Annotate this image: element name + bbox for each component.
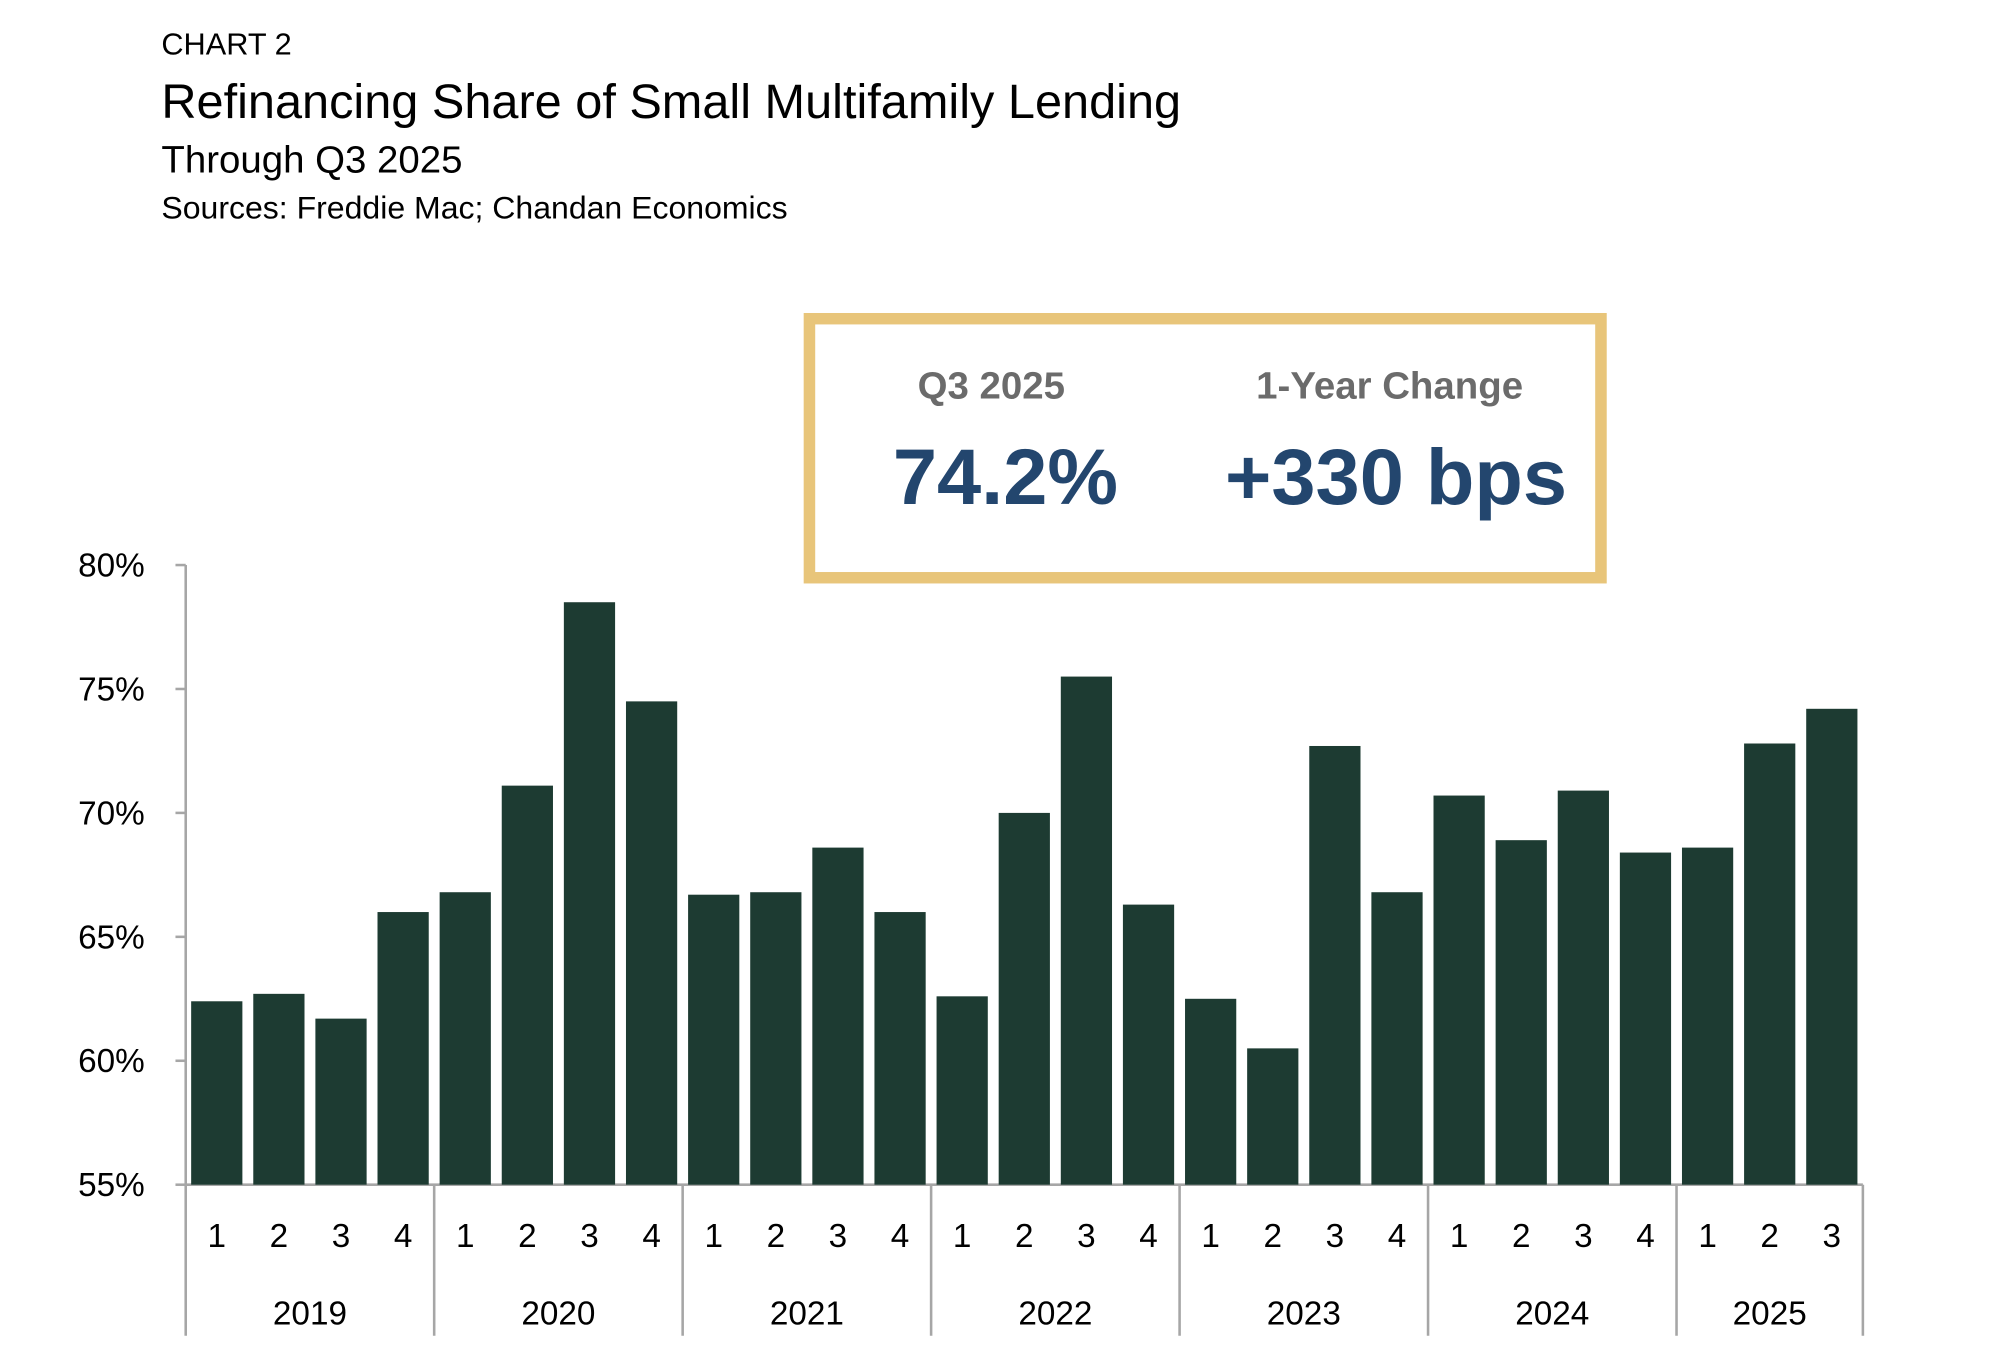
quarter-label: 1 [1201,1218,1220,1255]
bar-2022-q1: 2022 Q1: 62.6% [936,996,988,1185]
bar-2022-q3: 2022 Q3: 75.5% [1060,676,1113,1185]
quarter-label: 1 [456,1218,475,1255]
bar-2021-q3: 2021 Q3: 68.6% [812,847,864,1185]
quarter-label: 2 [270,1218,289,1255]
bar-2019-q1: 2019 Q1: 62.4% [191,1001,243,1185]
quarter-label: 4 [1388,1218,1407,1255]
kpi-right-value: +330 bps [1225,432,1567,521]
bar-2020-q4: 2020 Q4: 74.5% [625,701,678,1185]
bar-2024-q1: 2024 Q1: 70.7% [1433,795,1485,1185]
year-label: 2022 [1018,1295,1092,1332]
bar-2024-q3: 2024 Q3: 70.9% [1557,790,1609,1185]
bar-2024-q2: 2024 Q2: 68.9% [1495,840,1547,1185]
quarter-label: 1 [704,1218,723,1255]
y-tick-label: 70% [78,795,145,832]
y-tick-label: 80% [78,548,145,585]
y-tick-label: 60% [78,1043,145,1080]
quarter-label: 1 [1450,1218,1469,1255]
year-label: 2024 [1515,1295,1589,1332]
bar-2023-q3: 2023 Q3: 72.7% [1309,745,1361,1185]
bars: 2019 Q1: 62.4%2019 Q2: 62.7%2019 Q3: 61.… [191,602,1858,1185]
kpi-right-label: 1-Year Change [1256,365,1523,408]
quarter-label: 3 [829,1218,848,1255]
bar-2019-q4: 2019 Q4: 66% [377,912,429,1185]
quarter-label: 2 [1760,1218,1779,1255]
quarter-label: 2 [518,1218,537,1255]
kpi-box: Q3 2025 74.2% 1-Year Change +330 bps [803,312,1607,584]
year-label: 2020 [521,1295,595,1332]
quarter-label: 1 [208,1218,227,1255]
bar-2023-q1: 2023 Q1: 62.5% [1185,998,1237,1185]
bar-2022-q2: 2022 Q2: 70% [998,812,1050,1185]
bar-2021-q4: 2021 Q4: 66% [874,912,926,1185]
quarter-label: 4 [1139,1218,1158,1255]
quarter-label: 4 [642,1218,661,1255]
year-label: 2025 [1733,1295,1807,1332]
bar-2023-q4: 2023 Q4: 66.8% [1371,892,1423,1185]
y-tick-label: 55% [78,1167,145,1204]
quarter-label: 4 [394,1218,413,1255]
kpi-left-label: Q3 2025 [918,365,1065,408]
quarter-label: 4 [1636,1218,1655,1255]
quarter-label: 3 [580,1218,599,1255]
bar-2025-q3: 2025 Q3: 74.2% [1806,708,1858,1185]
kpi-left-value: 74.2% [893,432,1118,521]
quarter-label: 3 [332,1218,351,1255]
quarter-label: 2 [1264,1218,1283,1255]
quarter-label: 1 [1698,1218,1717,1255]
quarter-label: 2 [1015,1218,1034,1255]
y-tick-label: 75% [78,672,145,709]
kpi-border [803,312,1607,584]
bar-2020-q3: 2020 Q3: 78.5% [563,602,616,1185]
x-axis-labels: 1 2 3 4 2019 1 2 3 4 2020 1 2 3 4 2021 1 2 3 4 2022 1 2 3 4 2023… [208,1218,1842,1332]
quarter-label: 3 [1574,1218,1593,1255]
bar-2020-q1: 2020 Q1: 66.8% [439,892,491,1185]
bar-2023-q2: 2023 Q2: 60.5% [1247,1048,1299,1185]
chart-subtitle: Through Q3 2025 [161,139,462,182]
bar-2025-q1: 2025 Q1: 68.6% [1681,847,1734,1185]
chart-sources: Sources: Freddie Mac; Chandan Economics [161,190,787,226]
bar-2024-q4: 2024 Q4: 68.4% [1619,852,1672,1185]
bar-2025-q2: 2025 Q2: 72.8% [1744,743,1796,1185]
bar-2021-q2: 2021 Q2: 66.8% [750,892,802,1185]
quarter-label: 3 [1077,1218,1096,1255]
y-tick-label: 65% [78,919,145,956]
quarter-label: 2 [1512,1218,1531,1255]
quarter-label: 3 [1326,1218,1345,1255]
bar-2019-q2: 2019 Q2: 62.7% [253,993,305,1185]
bar-2021-q1: 2021 Q1: 66.7% [688,894,740,1185]
chart-title: Refinancing Share of Small Multifamily L… [161,75,1181,129]
quarter-label: 2 [767,1218,786,1255]
bar-2020-q2: 2020 Q2: 71.1% [501,785,553,1185]
year-label: 2019 [273,1295,347,1332]
year-label: 2021 [770,1295,844,1332]
bar-2019-q3: 2019 Q3: 61.7% [315,1018,367,1185]
quarter-label: 4 [891,1218,910,1255]
chart-label: CHART 2 [161,28,291,62]
year-label: 2023 [1267,1295,1341,1332]
quarter-label: 3 [1823,1218,1842,1255]
quarter-label: 1 [953,1218,972,1255]
bar-2022-q4: 2022 Q4: 66.3% [1122,904,1175,1185]
